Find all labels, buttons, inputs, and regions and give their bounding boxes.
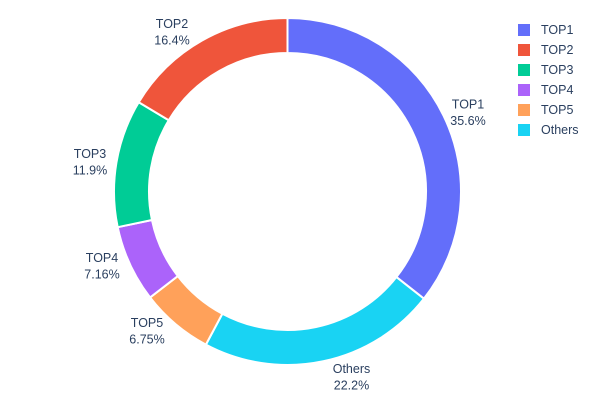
- legend-label-top1: TOP1: [541, 23, 574, 37]
- legend-label-top4: TOP4: [541, 83, 574, 97]
- slice-label-top4: TOP4 7.16%: [84, 251, 119, 282]
- slice-label-top4-name: TOP4: [86, 251, 118, 265]
- legend-label-top2: TOP2: [541, 43, 574, 57]
- legend-swatch-top4: [518, 84, 530, 96]
- pie-slice-top2[interactable]: [137, 17, 289, 122]
- slice-label-top5-name: TOP5: [131, 316, 163, 330]
- slice-label-top1: TOP1 35.6%: [450, 97, 485, 128]
- pie-slice-top3[interactable]: [113, 101, 170, 229]
- slice-label-others-name: Others: [333, 362, 371, 376]
- slice-label-top1-name: TOP1: [452, 97, 484, 111]
- pie-slice-top1[interactable]: [286, 17, 462, 300]
- legend-item-top1[interactable]: TOP1: [518, 20, 579, 40]
- slice-label-top1-percent: 35.6%: [450, 114, 485, 128]
- legend-label-top5: TOP5: [541, 103, 574, 117]
- slice-label-top3-name: TOP3: [74, 147, 106, 161]
- pie-slice-others[interactable]: [204, 276, 425, 367]
- legend-item-top5[interactable]: TOP5: [518, 100, 579, 120]
- slice-label-top3-percent: 11.9%: [73, 163, 108, 177]
- legend-item-others[interactable]: Others: [518, 120, 579, 140]
- slice-label-others: Others 22.2%: [333, 362, 371, 393]
- slice-label-top5: TOP5 6.75%: [129, 316, 164, 347]
- slice-label-top2-name: TOP2: [156, 17, 188, 31]
- legend-label-top3: TOP3: [541, 63, 574, 77]
- slice-label-top2: TOP2 16.4%: [154, 17, 189, 48]
- slice-label-top3: TOP3 11.9%: [73, 147, 108, 178]
- legend-swatch-others: [518, 124, 530, 136]
- legend-item-top2[interactable]: TOP2: [518, 40, 579, 60]
- legend-swatch-top3: [518, 64, 530, 76]
- legend-swatch-top1: [518, 24, 530, 36]
- slice-label-others-percent: 22.2%: [334, 378, 369, 392]
- legend-swatch-top2: [518, 44, 530, 56]
- slice-label-top4-percent: 7.16%: [84, 267, 119, 281]
- slice-label-top5-percent: 6.75%: [129, 332, 164, 346]
- legend-item-top3[interactable]: TOP3: [518, 60, 579, 80]
- slice-label-top2-percent: 16.4%: [154, 33, 189, 47]
- legend-item-top4[interactable]: TOP4: [518, 80, 579, 100]
- legend: TOP1 TOP2 TOP3 TOP4 TOP5 Others: [518, 20, 579, 140]
- legend-swatch-top5: [518, 104, 530, 116]
- legend-label-others: Others: [541, 123, 579, 137]
